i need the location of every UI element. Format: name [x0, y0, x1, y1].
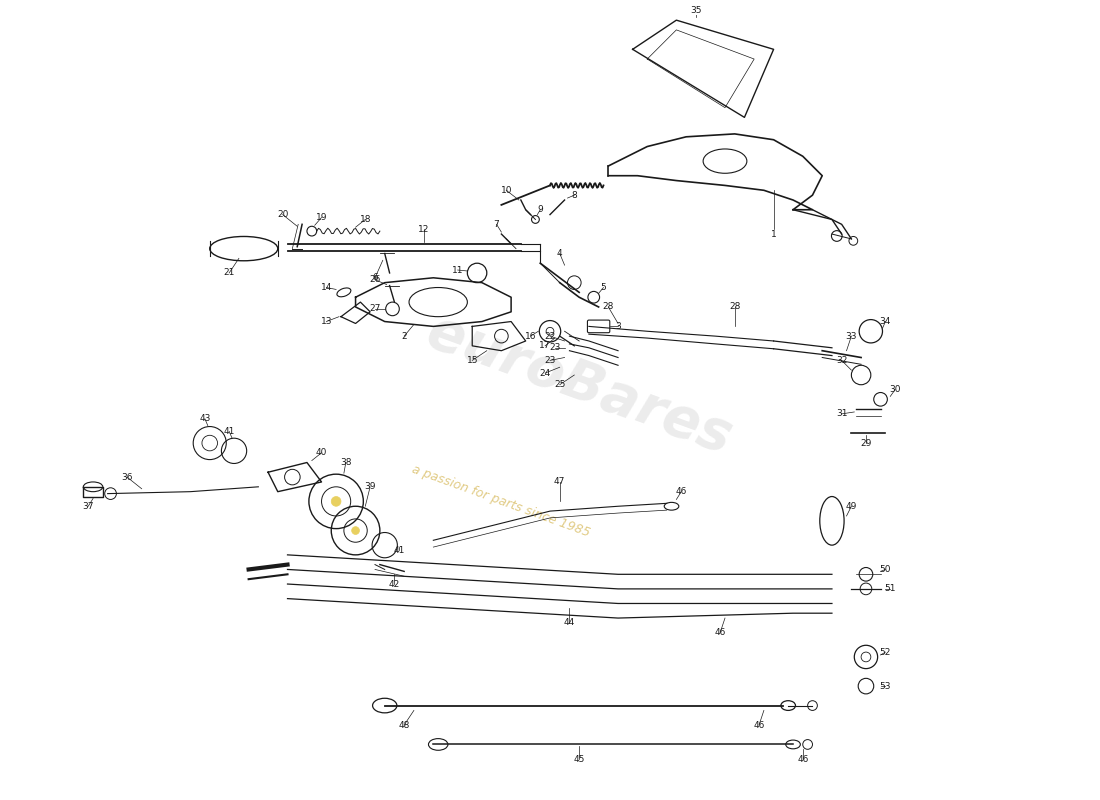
Text: 29: 29	[860, 438, 871, 447]
Text: 14: 14	[321, 283, 332, 292]
Text: 20: 20	[277, 210, 288, 219]
Text: 50: 50	[880, 565, 891, 574]
Text: a passion for parts since 1985: a passion for parts since 1985	[410, 463, 592, 540]
Text: 25: 25	[554, 380, 565, 390]
Text: 41: 41	[394, 546, 405, 554]
Text: 22: 22	[544, 332, 556, 341]
Text: 1: 1	[771, 230, 777, 238]
Text: 53: 53	[880, 682, 891, 690]
Text: 26: 26	[370, 275, 381, 284]
Text: 39: 39	[364, 482, 376, 491]
Text: 10: 10	[500, 186, 512, 194]
Text: 2: 2	[402, 332, 407, 341]
Text: 30: 30	[890, 385, 901, 394]
Text: 42: 42	[388, 579, 400, 589]
Text: 37: 37	[82, 502, 94, 510]
Text: 5: 5	[601, 283, 606, 292]
Text: 48: 48	[398, 721, 410, 730]
Text: 36: 36	[121, 473, 133, 482]
Text: 41: 41	[223, 427, 235, 436]
Circle shape	[331, 497, 341, 506]
Text: 7: 7	[494, 220, 499, 229]
Text: 13: 13	[320, 317, 332, 326]
Text: 44: 44	[564, 618, 575, 627]
Text: 12: 12	[418, 225, 429, 234]
Text: 18: 18	[360, 215, 371, 224]
Text: 6: 6	[372, 274, 378, 282]
Text: 23: 23	[549, 343, 561, 352]
Text: 15: 15	[466, 356, 478, 365]
Text: 46: 46	[714, 628, 726, 637]
Text: 4: 4	[557, 249, 562, 258]
Text: 33: 33	[846, 332, 857, 341]
Text: 8: 8	[571, 190, 578, 200]
Text: 46: 46	[675, 487, 686, 496]
Text: 16: 16	[525, 332, 537, 341]
Text: 35: 35	[690, 6, 702, 15]
Text: euroBares: euroBares	[419, 305, 739, 465]
Text: 27: 27	[370, 304, 381, 314]
Text: 24: 24	[539, 369, 551, 378]
Text: 43: 43	[199, 414, 210, 423]
Text: 38: 38	[340, 458, 352, 467]
Text: 40: 40	[316, 448, 327, 458]
Text: 46: 46	[798, 754, 808, 763]
Text: 52: 52	[880, 647, 891, 657]
Text: 49: 49	[846, 502, 857, 510]
Text: 23: 23	[544, 356, 556, 365]
Text: 45: 45	[573, 754, 585, 763]
Text: 3: 3	[615, 322, 620, 331]
Text: 31: 31	[836, 410, 847, 418]
Text: 46: 46	[754, 721, 764, 730]
Text: 47: 47	[554, 478, 565, 486]
Text: 21: 21	[223, 269, 235, 278]
Text: 11: 11	[452, 266, 463, 274]
Circle shape	[352, 526, 360, 534]
Text: 34: 34	[880, 317, 891, 326]
Text: 17: 17	[539, 342, 551, 350]
Text: 28: 28	[729, 302, 740, 311]
Text: 9: 9	[538, 206, 543, 214]
Text: 51: 51	[884, 584, 896, 594]
Text: 28: 28	[603, 302, 614, 311]
Text: 32: 32	[836, 356, 847, 365]
Text: 19: 19	[316, 213, 328, 222]
